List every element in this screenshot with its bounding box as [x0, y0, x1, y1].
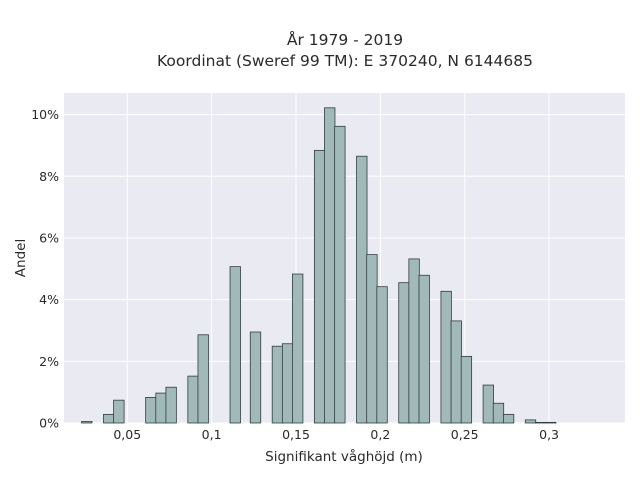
histogram-bar: [492, 402, 505, 424]
histogram-bar: [535, 421, 547, 424]
histogram-bar: [440, 290, 452, 424]
histogram-bar: [113, 399, 125, 424]
y-tick-label: 8%: [39, 169, 59, 184]
chart-subtitle: Koordinat (Sweref 99 TM): E 370240, N 61…: [157, 52, 533, 70]
histogram-bar: [292, 273, 304, 424]
x-tick-label: 0,15: [282, 427, 310, 442]
histogram-bar: [145, 397, 157, 424]
histogram-bar: [482, 384, 494, 424]
histogram-bar: [103, 413, 115, 424]
chart-title: År 1979 - 2019: [287, 30, 403, 49]
x-tick-label: 0,1: [202, 427, 222, 442]
histogram-bar: [281, 343, 294, 424]
y-axis-label: Andel: [13, 239, 29, 277]
histogram-bars: [81, 107, 557, 424]
histogram-bar: [313, 149, 326, 424]
histogram-bar: [165, 386, 177, 424]
histogram-bar: [545, 421, 557, 424]
histogram-bar: [324, 107, 336, 424]
x-tick-labels: 0,05 0,1 0,15 0,2 0,25 0,3: [113, 427, 559, 442]
histogram-bar: [398, 282, 410, 424]
y-tick-label: 4%: [39, 292, 59, 307]
histogram-bar: [366, 254, 378, 424]
x-tick-label: 0,25: [451, 427, 479, 442]
histogram-bar: [502, 413, 515, 424]
histogram-bar: [155, 392, 167, 424]
y-tick-label: 6%: [39, 230, 59, 245]
x-axis-label: Signifikant våghöjd (m): [265, 448, 423, 465]
x-tick-label: 0,05: [113, 427, 141, 442]
histogram-bar: [418, 274, 430, 424]
x-tick-label: 0,2: [370, 427, 390, 442]
histogram-bar: [197, 334, 209, 424]
histogram-bar: [450, 320, 462, 424]
x-gridlines: [126, 93, 550, 423]
histogram-bar: [408, 258, 420, 424]
histogram-bar: [187, 375, 199, 424]
histogram-bar: [376, 286, 388, 424]
y-tick-label: 0%: [39, 416, 59, 431]
histogram-bar: [249, 331, 262, 424]
y-tick-labels: 0% 2% 4% 6% 8% 10%: [31, 107, 59, 430]
histogram-bar: [356, 155, 368, 424]
y-tick-label: 2%: [39, 354, 59, 369]
histogram-bar: [334, 125, 346, 424]
histogram-bar: [271, 345, 284, 424]
histogram-bar: [81, 421, 93, 424]
x-tick-label: 0,3: [539, 427, 559, 442]
histogram-bar: [524, 419, 537, 424]
histogram-bar: [460, 355, 473, 424]
y-tick-label: 10%: [31, 107, 59, 122]
histogram-bar: [229, 266, 241, 424]
